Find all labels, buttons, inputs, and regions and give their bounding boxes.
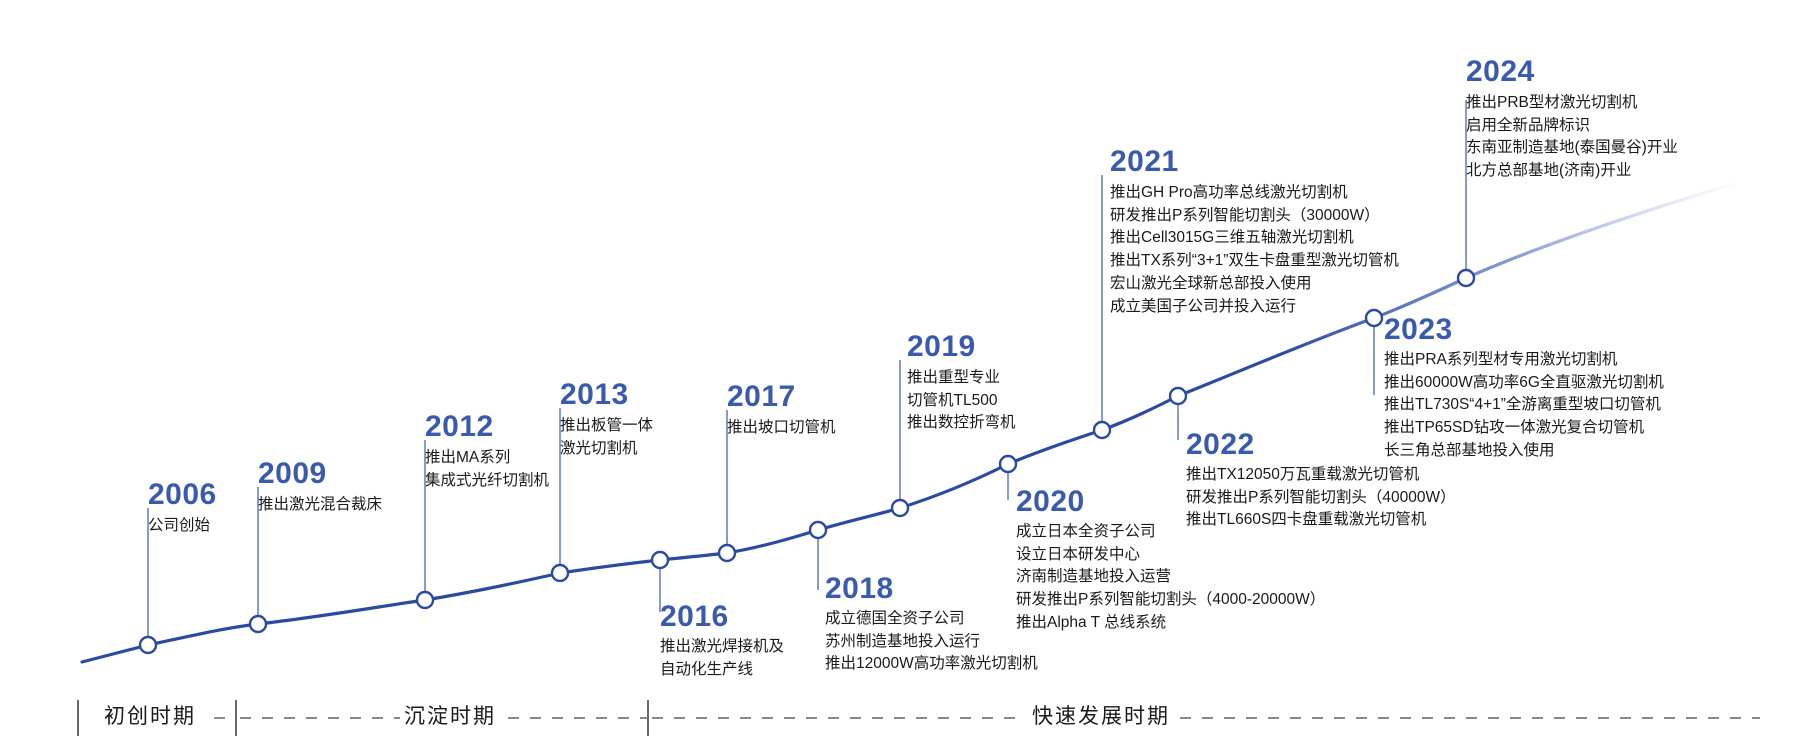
milestone-2013[interactable]: 2013 推出板管一体 激光切割机: [560, 378, 653, 460]
milestone-events: 推出PRB型材激光切割机 启用全新品牌标识 东南亚制造基地(泰国曼谷)开业 北方…: [1466, 92, 1678, 184]
milestone-event: 推出TL730S“4+1”全游离重型坡口切管机: [1384, 396, 1661, 414]
milestone-events: 推出TX12050万瓦重载激光切管机 研发推出P系列智能切割头（40000W） …: [1186, 464, 1456, 533]
milestone-event: 推出TP65SD钻攻一体激光复合切管机: [1384, 419, 1645, 437]
milestone-event: 推出TX系列“3+1”双生卡盘重型激光切管机: [1110, 252, 1399, 270]
milestone-2023[interactable]: 2023 推出PRA系列型材专用激光切割机 推出60000W高功率6G全直驱激光…: [1384, 313, 1664, 463]
milestone-event: 成立德国全资子公司: [825, 609, 965, 627]
milestone-events: 推出GH Pro高功率总线激光切割机 研发推出P系列智能切割头（30000W） …: [1110, 182, 1399, 320]
milestone-event: 推出坡口切管机: [727, 418, 836, 436]
milestone-event: 成立日本全资子公司: [1016, 522, 1156, 540]
milestone-event: 推出Cell3015G三维五轴激光切割机: [1110, 229, 1354, 247]
milestone-nodes: [138, 268, 1476, 655]
milestone-year: 2009: [258, 457, 327, 490]
milestone-2020[interactable]: 2020 成立日本全资子公司 设立日本研发中心 济南制造基地投入运营 研发推出P…: [1016, 485, 1325, 635]
milestone-event: 推出GH Pro高功率总线激光切割机: [1110, 183, 1348, 201]
milestone-2021[interactable]: 2021 推出GH Pro高功率总线激光切割机 研发推出P系列智能切割头（300…: [1110, 145, 1399, 319]
milestone-events: 推出MA系列 集成式光纤切割机: [425, 447, 549, 493]
milestone-event: 研发推出P系列智能切割头（40000W）: [1186, 488, 1456, 506]
milestone-event: 苏州制造基地投入运行: [825, 632, 981, 650]
milestone-2017[interactable]: 2017 推出坡口切管机: [727, 380, 836, 440]
milestone-year: 2012: [425, 410, 494, 443]
node-2022: [1168, 386, 1188, 406]
milestone-event: 东南亚制造基地(泰国曼谷)开业: [1466, 139, 1678, 157]
milestone-year: 2023: [1384, 313, 1453, 346]
milestone-event: 推出TX12050万瓦重载激光切管机: [1186, 465, 1420, 483]
milestone-2016[interactable]: 2016 推出激光焊接机及 自动化生产线: [660, 600, 784, 681]
milestone-events: 推出激光混合裁床: [258, 494, 382, 517]
milestone-event: 北方总部基地(济南)开业: [1466, 162, 1632, 180]
milestone-2006[interactable]: 2006 公司创始: [148, 478, 217, 538]
milestone-event: 推出Alpha T 总线系统: [1016, 614, 1167, 632]
milestone-year: 2021: [1110, 145, 1179, 178]
milestone-year: 2019: [907, 330, 976, 363]
node-2016: [650, 550, 670, 570]
milestone-events: 成立日本全资子公司 设立日本研发中心 济南制造基地投入运营 研发推出P系列智能切…: [1016, 521, 1325, 636]
phase-axis: 初创时期 沉淀时期 快速发展时期: [0, 692, 1800, 750]
milestone-event: 设立日本研发中心: [1016, 545, 1141, 563]
phase-label-startup: 初创时期: [104, 705, 196, 728]
milestone-year: 2016: [660, 600, 729, 633]
milestone-event: 宏山激光全球新总部投入使用: [1110, 275, 1312, 293]
phase-label-consolidation: 沉淀时期: [404, 705, 496, 728]
milestone-event: 切管机TL500: [907, 391, 998, 409]
milestone-events: 推出PRA系列型材专用激光切割机 推出60000W高功率6G全直驱激光切割机 推…: [1384, 349, 1664, 464]
milestone-event: 自动化生产线: [660, 660, 754, 678]
milestone-events: 成立德国全资子公司 苏州制造基地投入运行 推出12000W高功率激光切割机: [825, 608, 1038, 677]
milestone-events: 推出激光焊接机及 自动化生产线: [660, 636, 784, 682]
milestone-event: 推出激光混合裁床: [258, 495, 383, 513]
milestone-event: 推出60000W高功率6G全直驱激光切割机: [1384, 373, 1664, 391]
milestone-event: 推出数控折弯机: [907, 414, 1016, 432]
node-2023: [1364, 308, 1384, 328]
node-2020: [998, 454, 1018, 474]
milestone-event: 激光切割机: [560, 439, 638, 457]
node-2017: [717, 543, 737, 563]
milestone-event: 济南制造基地投入运营: [1016, 568, 1172, 586]
milestone-event: 推出PRA系列型材专用激光切割机: [1384, 350, 1618, 368]
node-2019: [890, 498, 910, 518]
milestone-event: 推出板管一体: [560, 416, 654, 434]
milestone-events: 公司创始: [148, 515, 217, 538]
milestone-event: 长三角总部基地投入使用: [1384, 442, 1555, 460]
milestone-events: 推出重型专业 切管机TL500 推出数控折弯机: [907, 367, 1016, 436]
milestone-event: 启用全新品牌标识: [1466, 116, 1591, 134]
milestone-event: 推出激光焊接机及: [660, 637, 785, 655]
milestone-events: 推出坡口切管机: [727, 417, 836, 440]
milestone-event: 研发推出P系列智能切割头（4000-20000W）: [1016, 591, 1326, 609]
phase-axis-rule: [77, 700, 1760, 736]
milestone-2012[interactable]: 2012 推出MA系列 集成式光纤切割机: [425, 410, 549, 492]
milestone-2009[interactable]: 2009 推出激光混合裁床: [258, 457, 382, 517]
milestone-year: 2006: [148, 478, 217, 511]
milestone-year: 2020: [1016, 485, 1085, 518]
milestone-events: 推出板管一体 激光切割机: [560, 415, 653, 461]
milestone-2018[interactable]: 2018 成立德国全资子公司 苏州制造基地投入运行 推出12000W高功率激光切…: [825, 572, 1038, 676]
milestone-event: 推出PRB型材激光切割机: [1466, 93, 1638, 111]
milestone-event: 推出MA系列: [425, 448, 511, 466]
milestone-event: 研发推出P系列智能切割头（30000W）: [1110, 206, 1380, 224]
node-2021: [1092, 420, 1112, 440]
phase-label-rapid-growth: 快速发展时期: [1032, 705, 1170, 728]
milestone-year: 2013: [560, 378, 629, 411]
milestone-2022[interactable]: 2022 推出TX12050万瓦重载激光切管机 研发推出P系列智能切割头（400…: [1186, 428, 1456, 532]
milestone-event: 推出TL660S四卡盘重载激光切管机: [1186, 511, 1427, 529]
milestone-event: 集成式光纤切割机: [425, 471, 550, 489]
milestone-event: 公司创始: [148, 516, 211, 534]
milestone-2024[interactable]: 2024 推出PRB型材激光切割机 启用全新品牌标识 东南亚制造基地(泰国曼谷)…: [1466, 55, 1678, 183]
node-2006: [138, 635, 158, 655]
node-2012: [415, 590, 435, 610]
node-2009: [248, 614, 268, 634]
milestone-event: 成立美国子公司并投入运行: [1110, 298, 1297, 316]
milestone-year: 2022: [1186, 428, 1255, 461]
milestone-year: 2024: [1466, 55, 1535, 88]
milestone-year: 2017: [727, 380, 796, 413]
node-2013: [550, 563, 570, 583]
node-2024: [1456, 268, 1476, 288]
milestone-event: 推出重型专业: [907, 368, 1001, 386]
node-2018: [808, 520, 828, 540]
milestone-2019[interactable]: 2019 推出重型专业 切管机TL500 推出数控折弯机: [907, 330, 1016, 435]
milestone-year: 2018: [825, 572, 894, 605]
milestone-event: 推出12000W高功率激光切割机: [825, 655, 1038, 673]
